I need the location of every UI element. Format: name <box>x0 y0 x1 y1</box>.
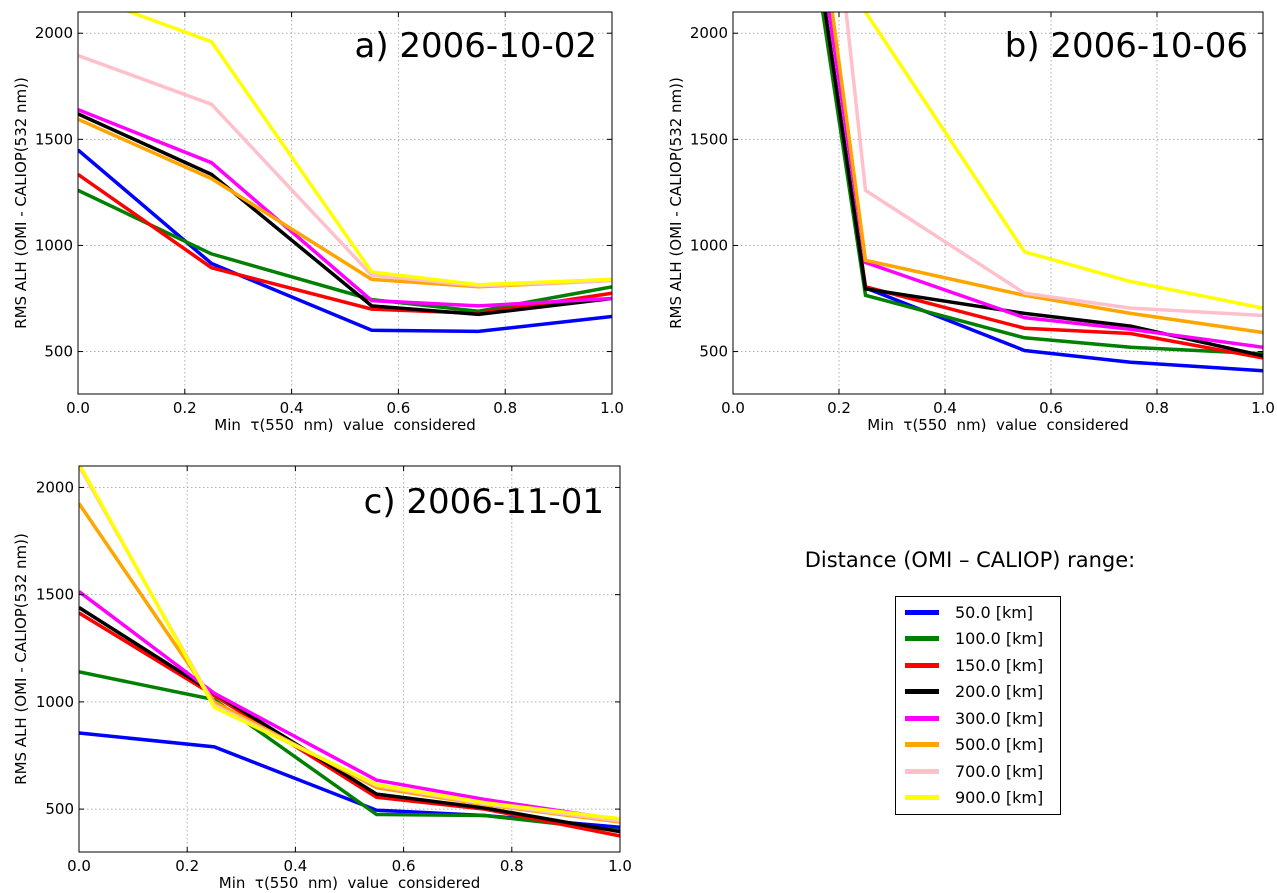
legend-label: 50.0 [km] <box>955 602 1034 622</box>
legend-swatch <box>905 795 939 801</box>
y-axis-label: RMS ALH (OMI - CALIOP(532 nm)) <box>12 77 30 329</box>
series-line-3 <box>823 12 1263 360</box>
series-line-2 <box>79 670 620 833</box>
series-line-7 <box>78 53 612 288</box>
x-tick-label: 0.6 <box>392 857 416 875</box>
y-tick-label: 2000 <box>690 24 728 42</box>
x-tick-label: 0.4 <box>283 857 307 875</box>
x-tick-label: 0.8 <box>500 857 524 875</box>
series-line-8 <box>863 12 1263 310</box>
y-tick-label: 1000 <box>35 236 73 254</box>
y-tick-label: 500 <box>699 343 728 361</box>
legend-swatch <box>905 636 939 642</box>
panel-title: b) 2006-10-06 <box>1005 26 1248 66</box>
series-line-3 <box>79 611 620 838</box>
y-tick-label: 1500 <box>690 130 728 148</box>
legend-entry: 500.0 [km] <box>896 732 1060 759</box>
legend-label: 100.0 [km] <box>955 629 1044 649</box>
x-tick-label: 0.4 <box>280 399 304 417</box>
panel-title: c) 2006-11-01 <box>364 482 604 522</box>
y-tick-label: 1500 <box>35 130 73 148</box>
plot-frame <box>77 11 613 395</box>
x-tick-label: 0.0 <box>67 857 91 875</box>
series-line-5 <box>78 107 612 308</box>
y-axis-label: RMS ALH (OMI - CALIOP(532 nm)) <box>12 533 30 785</box>
series-line-6 <box>830 12 1263 335</box>
x-axis-label: Min τ(550 nm) value considered <box>214 416 475 434</box>
legend-label: 900.0 [km] <box>955 788 1044 808</box>
series-line-3 <box>78 172 612 316</box>
series-line-2 <box>820 12 1263 356</box>
y-axis-label: RMS ALH (OMI - CALIOP(532 nm)) <box>667 77 685 329</box>
x-tick-label: 0.2 <box>173 399 197 417</box>
y-tick-label: 1000 <box>690 236 728 254</box>
legend-entry: 300.0 [km] <box>896 705 1060 732</box>
chart-panel-b: 0.0 0.2 0.4 0.6 0.8 1.0 500 1000 1500 2000 Min τ(5… <box>667 11 1275 434</box>
legend-label: 700.0 [km] <box>955 761 1044 781</box>
x-axis-label: Min τ(550 nm) value considered <box>219 874 480 892</box>
legend-entry: 200.0 [km] <box>896 679 1060 706</box>
x-tick-label: 0.0 <box>721 399 745 417</box>
chart-panel-a: 0.0 0.2 0.4 0.6 0.8 1.0 500 1000 1500 2000 Min τ(5… <box>12 11 624 434</box>
chart-panel-c: 0.0 0.2 0.4 0.6 0.8 1.0 500 1000 1500 2000 Min τ(5… <box>12 465 632 892</box>
legend-title: Distance (OMI – CALIOP) range: <box>804 548 1136 572</box>
legend-entry: 100.0 [km] <box>896 626 1060 653</box>
legend-entry: 150.0 [km] <box>896 652 1060 679</box>
x-tick-label: 0.0 <box>66 399 90 417</box>
legend-label: 150.0 [km] <box>955 655 1044 675</box>
series-line-1 <box>78 148 612 334</box>
legend-swatch <box>905 742 939 748</box>
plot-frame <box>732 11 1264 395</box>
series-line-8 <box>125 12 612 287</box>
series-line-5 <box>79 590 620 822</box>
series-line-4 <box>79 606 620 834</box>
legend-swatch <box>905 662 939 668</box>
series-line-4 <box>78 112 612 317</box>
x-tick-label: 0.6 <box>386 399 410 417</box>
legend-entry: 50.0 [km] <box>896 599 1060 626</box>
legend-entry: 900.0 [km] <box>896 785 1060 812</box>
series-line-1 <box>822 12 1263 373</box>
legend: 50.0 [km] 100.0 [km] 150.0 [km] 200.0 [km] 3… <box>895 596 1061 815</box>
plot-frame <box>78 465 621 853</box>
x-tick-label: 0.2 <box>175 857 199 875</box>
x-tick-label: 0.4 <box>933 399 957 417</box>
series-line-7 <box>844 12 1263 318</box>
legend-label: 200.0 [km] <box>955 682 1044 702</box>
x-tick-label: 0.6 <box>1039 399 1063 417</box>
y-tick-label: 2000 <box>36 478 74 496</box>
legend-swatch <box>905 768 939 774</box>
series-line-2 <box>78 188 612 313</box>
series-line-6 <box>78 117 612 289</box>
series-line-8 <box>79 466 620 821</box>
series-line-5 <box>827 12 1263 350</box>
x-tick-label: 0.8 <box>493 399 517 417</box>
y-tick-label: 500 <box>45 800 74 818</box>
x-axis-label: Min τ(550 nm) value considered <box>867 416 1128 434</box>
legend-label: 300.0 [km] <box>955 708 1044 728</box>
legend-label: 500.0 [km] <box>955 735 1044 755</box>
y-tick-label: 500 <box>44 343 73 361</box>
legend-swatch <box>905 609 939 615</box>
y-tick-label: 1500 <box>36 586 74 604</box>
y-tick-label: 2000 <box>35 24 73 42</box>
legend-entry: 700.0 [km] <box>896 758 1060 785</box>
x-tick-label: 1.0 <box>608 857 632 875</box>
legend-swatch <box>905 689 939 695</box>
x-tick-label: 0.8 <box>1145 399 1169 417</box>
x-tick-label: 1.0 <box>600 399 624 417</box>
x-tick-label: 0.2 <box>827 399 851 417</box>
y-tick-label: 1000 <box>36 693 74 711</box>
legend-swatch <box>905 715 939 721</box>
panel-title: a) 2006-10-02 <box>355 26 598 66</box>
x-tick-label: 1.0 <box>1251 399 1275 417</box>
